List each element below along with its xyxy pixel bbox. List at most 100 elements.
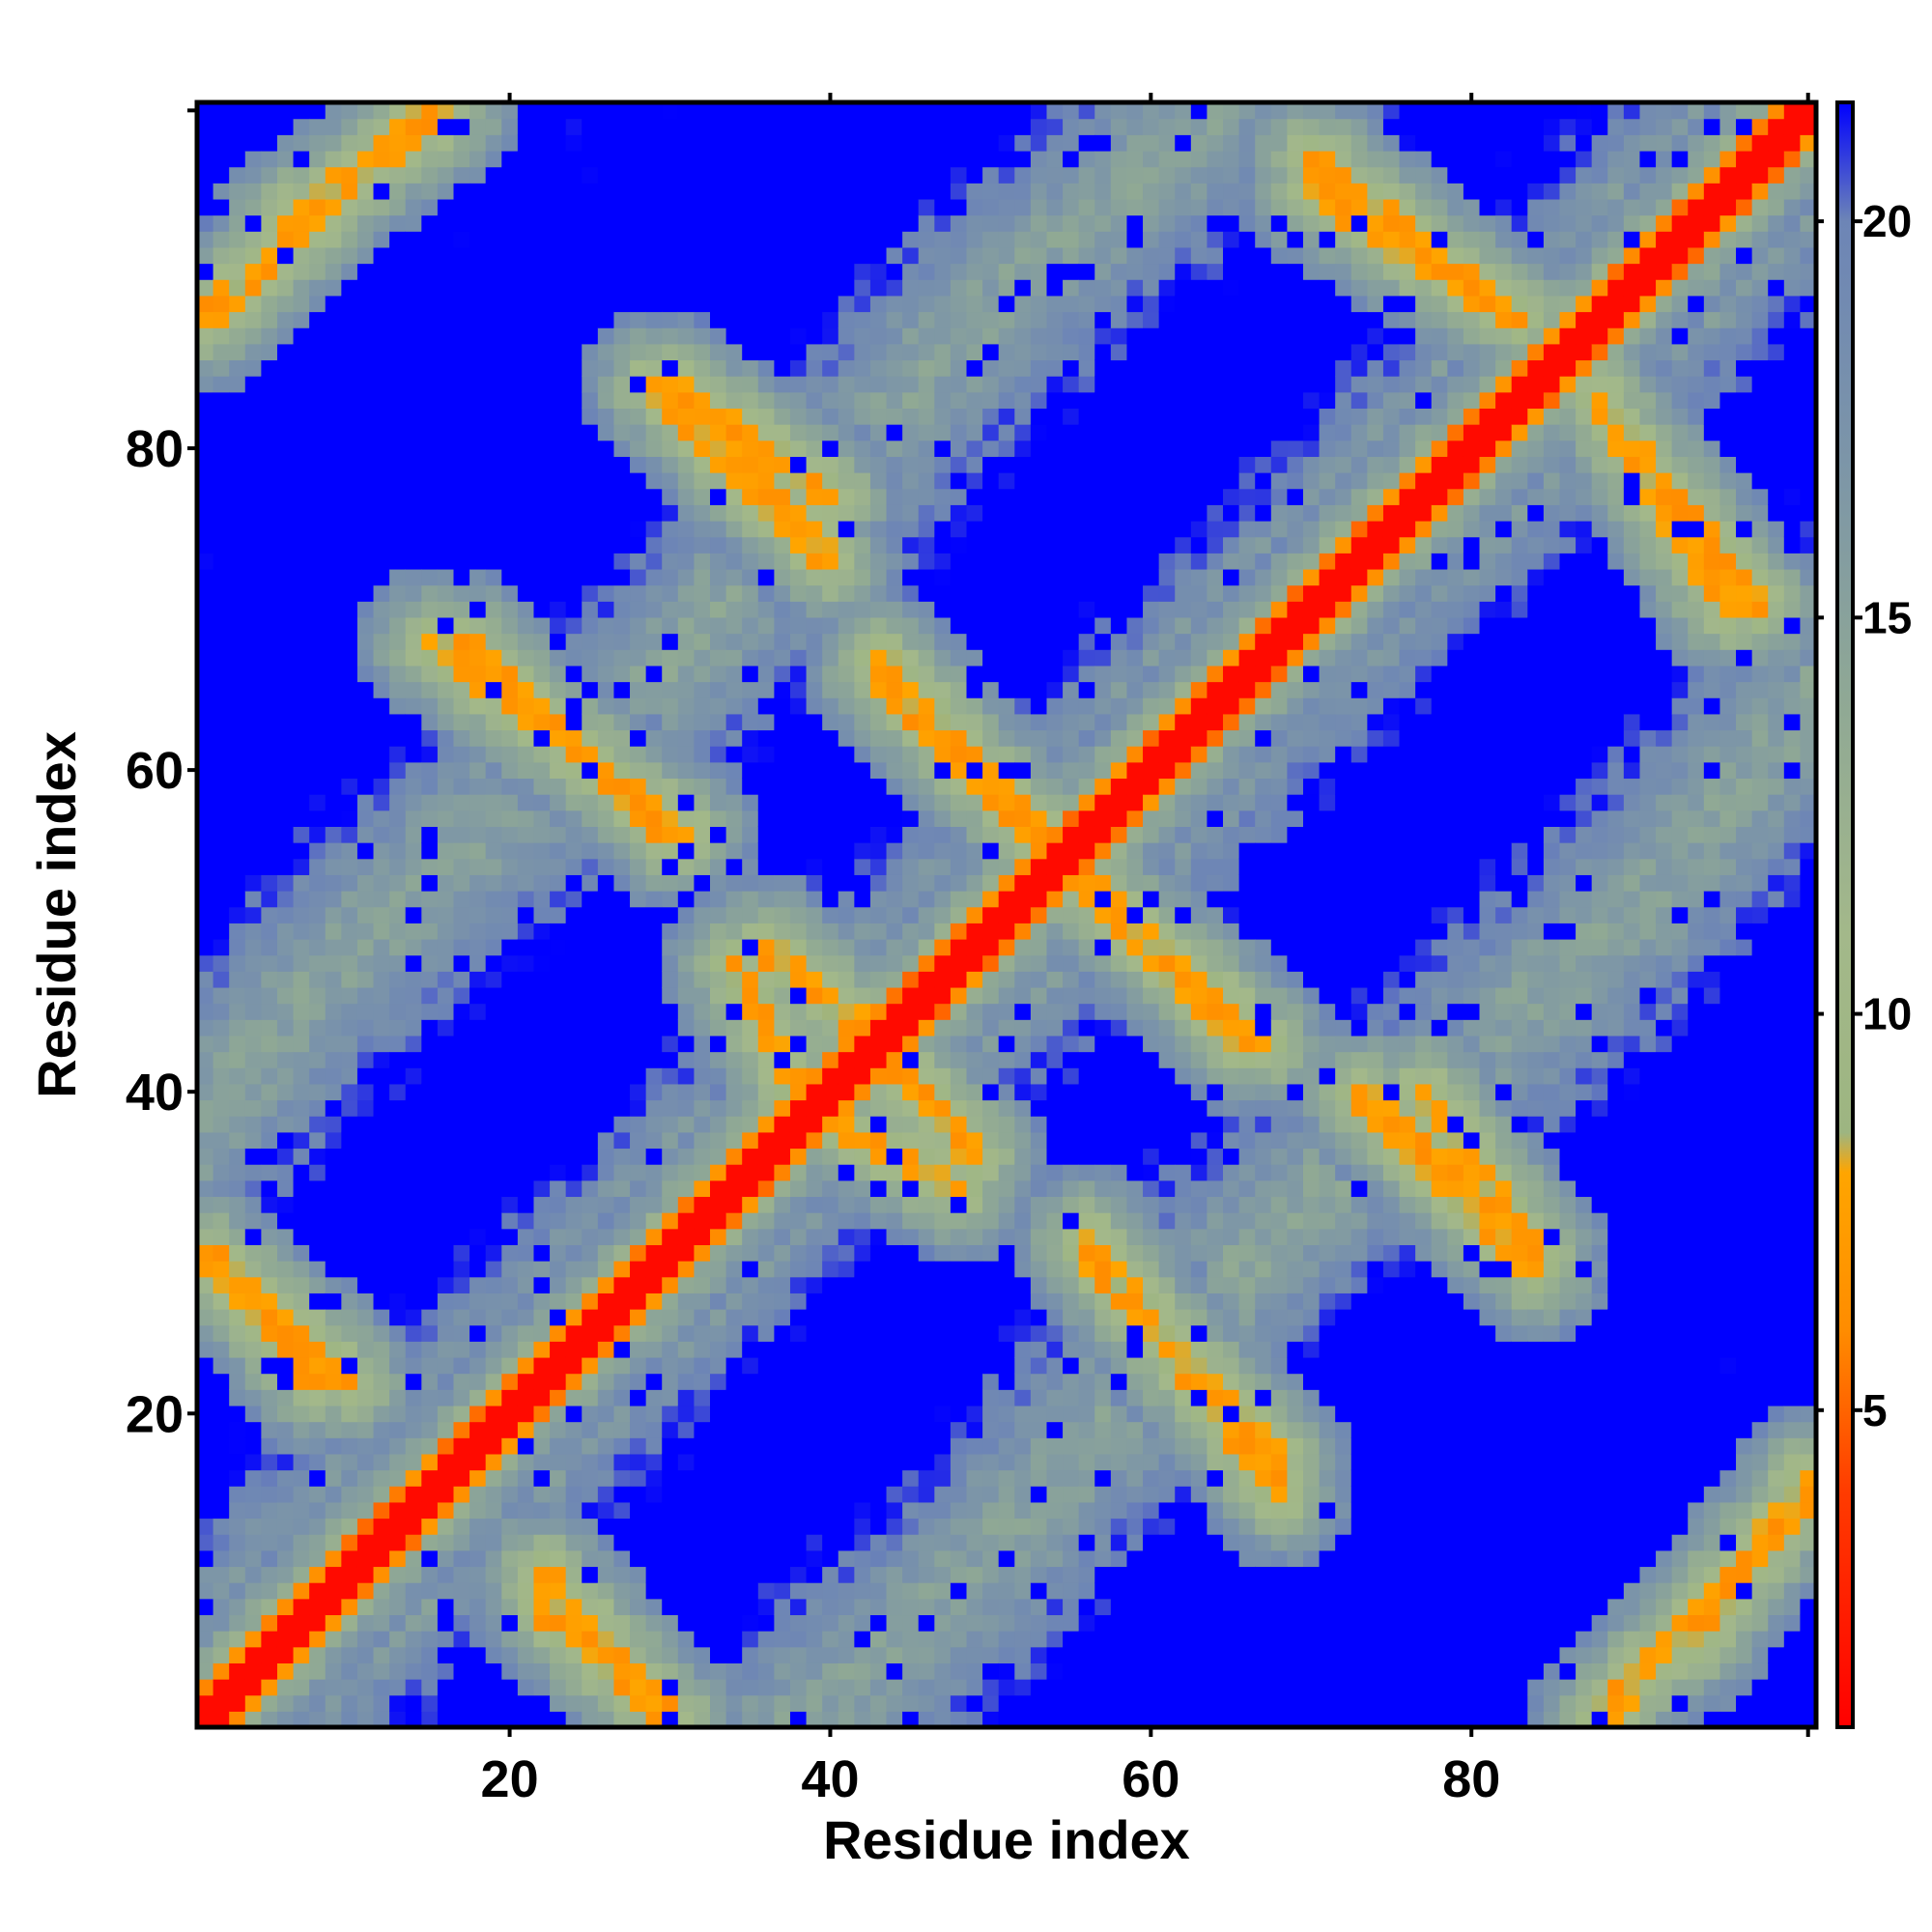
heatmap-cell — [677, 1196, 696, 1213]
heatmap-cell — [725, 1261, 743, 1278]
heatmap-cell — [774, 520, 791, 538]
heatmap-cell — [421, 826, 439, 843]
heatmap-cell — [774, 102, 791, 120]
heatmap-cell — [421, 681, 439, 698]
heatmap-cell — [854, 1309, 871, 1326]
heatmap-cell — [229, 826, 246, 843]
heatmap-cell — [630, 986, 647, 1005]
heatmap-cell — [725, 810, 743, 827]
heatmap-cell — [613, 118, 631, 135]
heatmap-cell — [886, 1019, 903, 1037]
heatmap-cell — [950, 1501, 968, 1520]
heatmap-cell — [694, 343, 711, 361]
heatmap-cell — [517, 1711, 535, 1728]
heatmap-cell — [261, 601, 278, 618]
heatmap-cell — [293, 874, 310, 892]
heatmap-cell — [966, 971, 983, 988]
heatmap-cell — [645, 1694, 663, 1712]
heatmap-cell — [550, 1421, 567, 1438]
heatmap-cell — [325, 584, 342, 602]
heatmap-cell — [774, 1035, 791, 1053]
heatmap-cell — [533, 761, 551, 780]
heatmap-cell — [469, 906, 487, 923]
heatmap-cell — [694, 713, 711, 731]
heatmap-cell — [630, 1196, 647, 1213]
heatmap-cell — [902, 488, 920, 505]
heatmap-cell — [565, 343, 582, 361]
heatmap-cell — [469, 1035, 487, 1053]
heatmap-cell — [405, 746, 422, 763]
heatmap-cell — [325, 986, 342, 1005]
heatmap-cell — [325, 1051, 342, 1068]
heatmap-cell — [934, 1389, 952, 1406]
heatmap-cell — [854, 295, 871, 313]
heatmap-cell — [356, 1324, 375, 1342]
heatmap-cell — [582, 1276, 599, 1293]
heatmap-cell — [276, 1035, 295, 1053]
heatmap-cell — [838, 408, 855, 425]
heatmap-cell — [854, 118, 871, 135]
heatmap-cell — [356, 1662, 375, 1680]
heatmap-cell — [645, 858, 663, 875]
heatmap-cell — [309, 616, 327, 635]
heatmap-cell — [886, 584, 903, 602]
heatmap-cell — [533, 986, 551, 1005]
heatmap-cell — [966, 1469, 983, 1487]
heatmap-cell — [469, 1711, 487, 1728]
heatmap-cell — [902, 536, 920, 554]
heatmap-cell — [854, 842, 871, 860]
heatmap-cell — [742, 263, 759, 280]
heatmap-cell — [469, 601, 487, 618]
heatmap-cell — [869, 584, 888, 602]
heatmap-cell — [838, 1421, 855, 1438]
heatmap-cell — [437, 616, 455, 635]
heatmap-cell — [918, 633, 935, 650]
heatmap-cell — [261, 1051, 278, 1068]
heatmap-cell — [533, 1003, 551, 1020]
heatmap-cell — [261, 1261, 278, 1278]
heatmap-cell — [757, 1324, 775, 1342]
heatmap-cell — [501, 1469, 519, 1487]
heatmap-cell — [469, 1212, 487, 1230]
heatmap-cell — [613, 1261, 631, 1278]
heatmap-cell — [356, 359, 375, 377]
heatmap-cell — [694, 874, 711, 892]
heatmap-cell — [276, 746, 295, 763]
heatmap-cell — [485, 633, 502, 650]
heatmap-cell — [742, 1051, 759, 1068]
heatmap-cell — [822, 713, 839, 731]
heatmap-cell — [838, 874, 855, 892]
heatmap-cell — [356, 424, 375, 441]
heatmap-cell — [565, 874, 582, 892]
heatmap-cell — [886, 568, 903, 586]
heatmap-cell — [789, 553, 808, 570]
heatmap-cell — [918, 938, 935, 956]
heatmap-cell — [742, 118, 759, 135]
heatmap-cell — [725, 1646, 743, 1663]
heatmap-cell — [244, 729, 262, 747]
heatmap-cell — [902, 102, 920, 120]
heatmap-cell — [742, 1389, 759, 1406]
heatmap-cell — [197, 1469, 214, 1487]
heatmap-cell — [485, 1293, 502, 1310]
heatmap-cell — [838, 1067, 855, 1085]
heatmap-cell — [213, 1518, 230, 1535]
heatmap-cell — [725, 1598, 743, 1616]
heatmap-cell — [806, 1373, 823, 1390]
heatmap-cell — [789, 1164, 808, 1181]
heatmap-cell — [276, 359, 295, 377]
heatmap-cell — [276, 1421, 295, 1438]
heatmap-cell — [293, 231, 310, 248]
heatmap-cell — [966, 1179, 983, 1198]
heatmap-cell — [630, 295, 647, 313]
heatmap-cell — [822, 198, 839, 216]
heatmap-cell — [789, 1261, 808, 1278]
heatmap-cell — [934, 183, 952, 200]
heatmap-cell — [469, 842, 487, 860]
heatmap-cell — [244, 1614, 262, 1632]
heatmap-cell — [757, 311, 775, 328]
heatmap-cell — [244, 1116, 262, 1133]
heatmap-cell — [276, 1631, 295, 1648]
heatmap-cell — [550, 616, 567, 635]
heatmap-cell — [229, 488, 246, 505]
